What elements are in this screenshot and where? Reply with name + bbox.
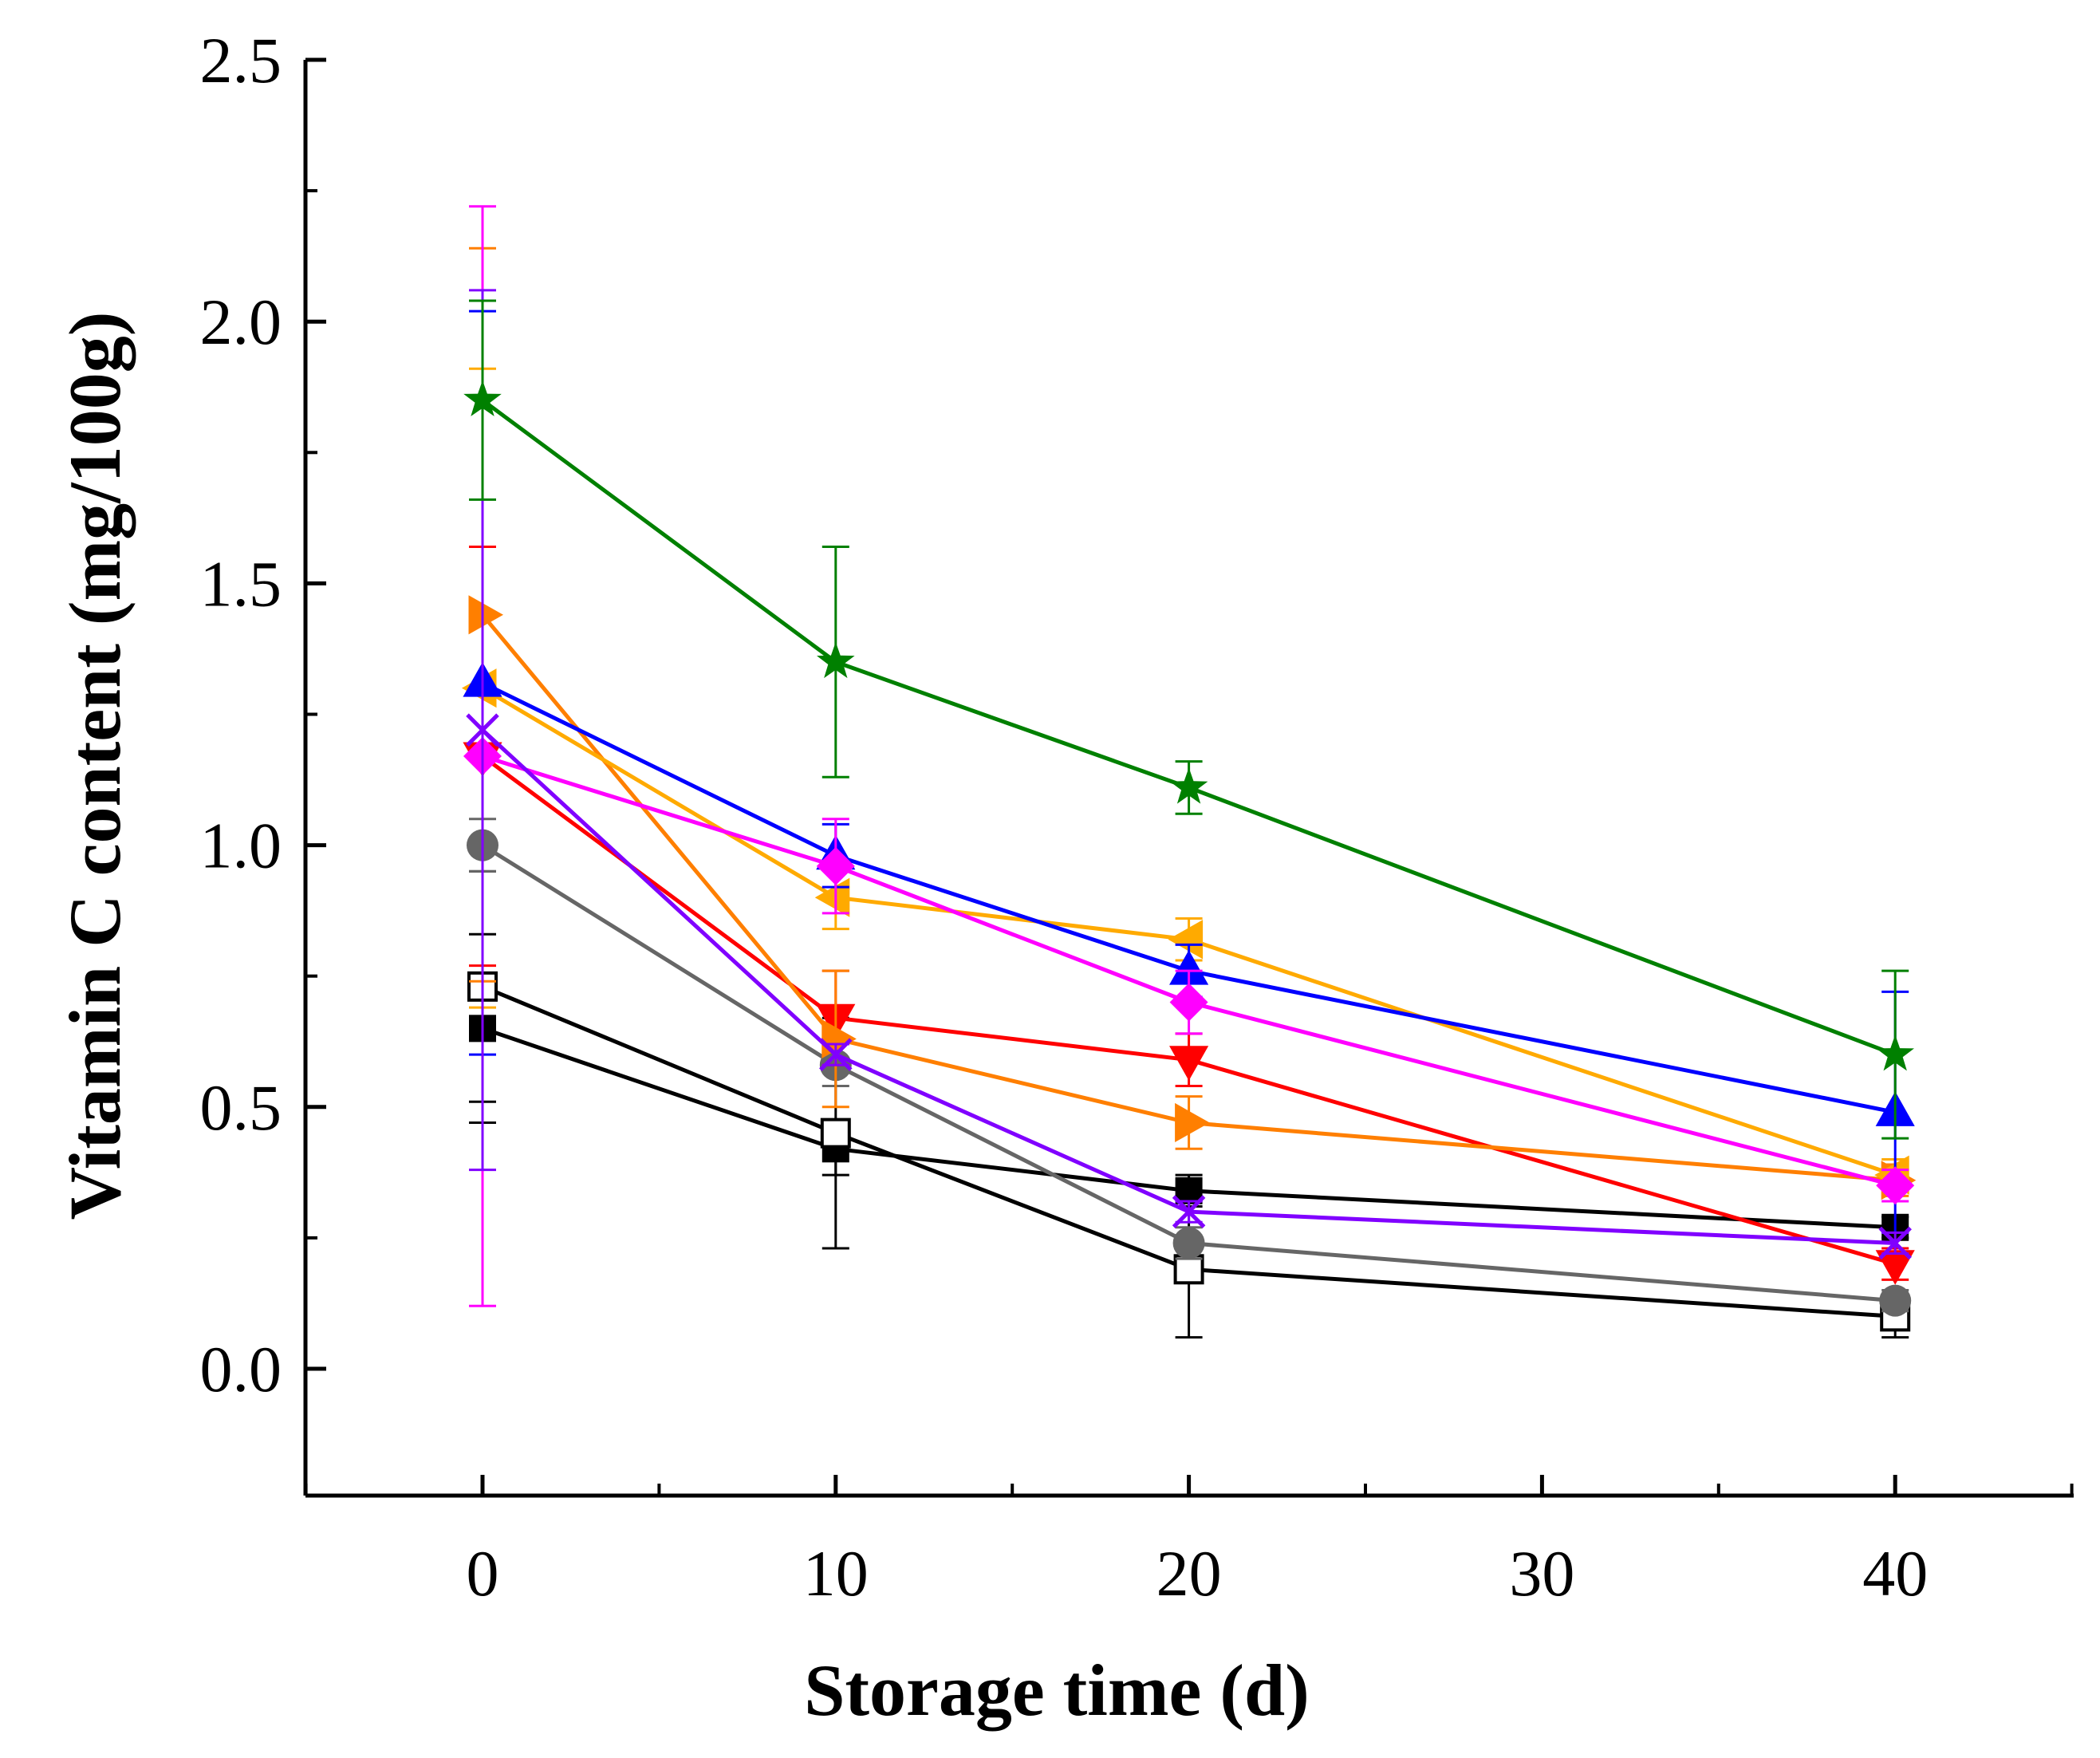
marker-x bbox=[466, 713, 499, 747]
y-tick-labels: 0.0 0.5 1.0 1.5 2.0 2.5 bbox=[200, 24, 282, 1405]
x-ticks bbox=[304, 1475, 2074, 1496]
x-tick-label: 10 bbox=[803, 1537, 869, 1610]
marker-star bbox=[1169, 767, 1208, 804]
series-line bbox=[481, 728, 1896, 1245]
y-ticks bbox=[305, 57, 326, 1371]
series-line bbox=[481, 680, 1896, 1114]
marker-x bbox=[819, 1038, 853, 1071]
y-tick-label: 0.0 bbox=[200, 1333, 282, 1405]
marker-diamond bbox=[1169, 983, 1208, 1022]
marker-square-open bbox=[820, 1117, 851, 1149]
marker-star bbox=[817, 641, 855, 679]
series-green-star bbox=[463, 299, 1914, 1140]
marker-square-filled bbox=[1175, 1177, 1203, 1204]
marker-triangle-left bbox=[814, 877, 850, 917]
marker-triangle-right bbox=[1175, 1102, 1210, 1143]
series-line bbox=[482, 754, 1896, 1188]
series-purple-cross bbox=[466, 289, 1912, 1260]
x-tick-labels: 0 10 20 30 40 bbox=[467, 1537, 1929, 1610]
y-tick-label: 1.5 bbox=[200, 547, 282, 620]
marker-triangle-left bbox=[1168, 920, 1204, 960]
marker-x bbox=[1878, 1226, 1912, 1260]
x-tick-label: 40 bbox=[1862, 1537, 1928, 1610]
series-line bbox=[481, 843, 1896, 1303]
y-tick-label: 1.0 bbox=[200, 810, 282, 882]
y-tick-label: 2.0 bbox=[200, 286, 282, 358]
marker-star bbox=[1876, 1035, 1914, 1071]
y-tick-label: 0.5 bbox=[200, 1071, 282, 1144]
plot-series bbox=[461, 205, 1917, 1339]
marker-diamond bbox=[816, 846, 855, 885]
x-axis-title: Storage time (d) bbox=[804, 1650, 1310, 1731]
series-line bbox=[482, 1026, 1896, 1230]
marker-triangle-right bbox=[468, 595, 504, 635]
x-tick-label: 0 bbox=[467, 1537, 499, 1610]
y-tick-label: 2.5 bbox=[200, 24, 282, 97]
marker-triangle-down bbox=[1169, 1046, 1209, 1081]
marker-circle bbox=[1172, 1227, 1205, 1259]
x-tick-label: 20 bbox=[1156, 1537, 1222, 1610]
marker-circle bbox=[1879, 1284, 1912, 1317]
series-line bbox=[481, 613, 1896, 1183]
marker-diamond bbox=[1876, 1166, 1915, 1205]
series-line bbox=[481, 754, 1896, 1267]
marker-x bbox=[1172, 1195, 1206, 1228]
series-line bbox=[481, 686, 1896, 1177]
x-tick-label: 30 bbox=[1509, 1537, 1574, 1610]
series-line bbox=[481, 398, 1897, 1057]
series-line bbox=[482, 984, 1896, 1318]
y-axis-title: Vitamin C content (mg/100g) bbox=[54, 312, 136, 1220]
marker-star bbox=[463, 380, 502, 416]
